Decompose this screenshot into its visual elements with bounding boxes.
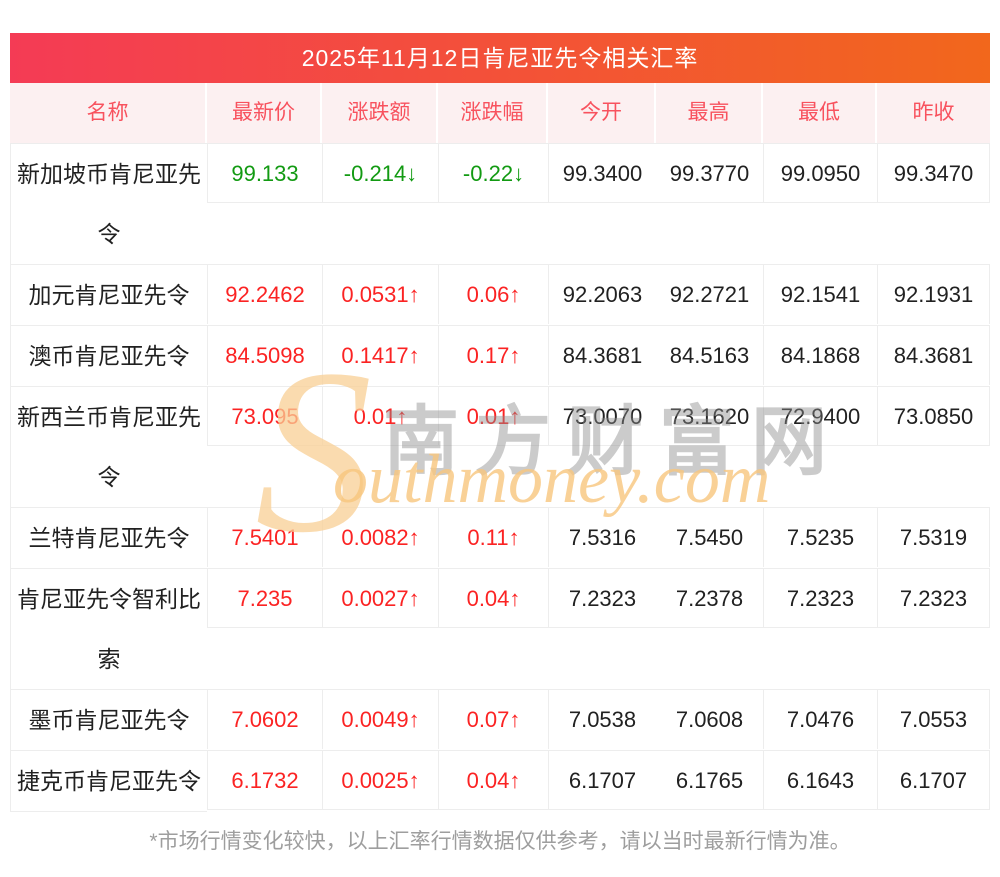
- cell-open: 7.2323: [548, 568, 656, 628]
- currency-pair-name: 捷克币肯尼亚先令: [10, 750, 207, 812]
- table-body: 新加坡币肯尼亚先令 99.133 -0.214↓ -0.22↓ 99.3400 99.37…: [10, 143, 990, 812]
- cell-prev: 7.2323: [877, 568, 990, 628]
- currency-pair-name: 新加坡币肯尼亚先令: [10, 143, 207, 264]
- table-row: 兰特肯尼亚先令 7.5401 0.0082↑ 0.11↑ 7.5316 7.5450 7.5…: [10, 507, 990, 568]
- currency-pair-name: 新西兰币肯尼亚先令: [10, 386, 207, 507]
- table-row: 肯尼亚先令智利比索 7.235 0.0027↑ 0.04↑ 7.2323 7.2378 7.…: [10, 568, 990, 689]
- cell-open: 84.3681: [548, 325, 656, 385]
- cell-high: 7.5450: [656, 507, 763, 567]
- cell-change: -0.214↓: [322, 143, 438, 203]
- cell-prev: 7.0553: [877, 689, 990, 749]
- cell-high: 84.5163: [656, 325, 763, 385]
- page-title: 2025年11月12日肯尼亚先令相关汇率: [10, 33, 990, 83]
- column-header-change: 涨跌额: [322, 83, 438, 143]
- cell-change: 0.0049↑: [322, 689, 438, 749]
- cell-open: 92.2063: [548, 264, 656, 324]
- cell-pct: 0.11↑: [438, 507, 548, 567]
- currency-pair-name: 兰特肯尼亚先令: [10, 507, 207, 568]
- cell-open: 73.0070: [548, 386, 656, 446]
- cell-high: 7.2378: [656, 568, 763, 628]
- cell-prev: 99.3470: [877, 143, 990, 203]
- currency-pair-name: 墨币肯尼亚先令: [10, 689, 207, 750]
- column-header-high: 最高: [656, 83, 763, 143]
- cell-low: 7.0476: [763, 689, 877, 749]
- cell-prev: 84.3681: [877, 325, 990, 385]
- table-row: 墨币肯尼亚先令 7.0602 0.0049↑ 0.07↑ 7.0538 7.0608 7.0…: [10, 689, 990, 750]
- cell-low: 72.9400: [763, 386, 877, 446]
- cell-low: 92.1541: [763, 264, 877, 324]
- cell-high: 7.0608: [656, 689, 763, 749]
- cell-pct: 0.04↑: [438, 750, 548, 810]
- rate-table-card: 2025年11月12日肯尼亚先令相关汇率 名称 最新价 涨跌额 涨跌幅 今开 最…: [10, 33, 990, 812]
- cell-pct: 0.04↑: [438, 568, 548, 628]
- cell-open: 7.5316: [548, 507, 656, 567]
- cell-pct: 0.07↑: [438, 689, 548, 749]
- cell-low: 7.2323: [763, 568, 877, 628]
- cell-latest: 99.133: [207, 143, 322, 203]
- cell-low: 99.0950: [763, 143, 877, 203]
- table-row: 澳币肯尼亚先令 84.5098 0.1417↑ 0.17↑ 84.3681 84.5163…: [10, 325, 990, 386]
- cell-low: 7.5235: [763, 507, 877, 567]
- cell-open: 99.3400: [548, 143, 656, 203]
- cell-change: 0.0025↑: [322, 750, 438, 810]
- cell-high: 99.3770: [656, 143, 763, 203]
- cell-high: 92.2721: [656, 264, 763, 324]
- table-header-row: 名称 最新价 涨跌额 涨跌幅 今开 最高 最低 昨收: [10, 83, 990, 143]
- cell-prev: 7.5319: [877, 507, 990, 567]
- disclaimer-text: *市场行情变化较快，以上汇率行情数据仅供参考，请以当时最新行情为准。: [149, 830, 851, 853]
- cell-latest: 7.235: [207, 568, 322, 628]
- cell-latest: 84.5098: [207, 325, 322, 385]
- cell-open: 6.1707: [548, 750, 656, 810]
- column-header-name: 名称: [10, 83, 207, 143]
- column-header-latest: 最新价: [207, 83, 322, 143]
- table-row: 新加坡币肯尼亚先令 99.133 -0.214↓ -0.22↓ 99.3400 99.37…: [10, 143, 990, 264]
- cell-latest: 6.1732: [207, 750, 322, 810]
- cell-high: 6.1765: [656, 750, 763, 810]
- cell-change: 0.0082↑: [322, 507, 438, 567]
- cell-pct: 0.06↑: [438, 264, 548, 324]
- cell-prev: 92.1931: [877, 264, 990, 324]
- cell-pct: -0.22↓: [438, 143, 548, 203]
- column-header-open: 今开: [548, 83, 656, 143]
- cell-latest: 7.0602: [207, 689, 322, 749]
- cell-change: 0.0531↑: [322, 264, 438, 324]
- cell-prev: 6.1707: [877, 750, 990, 810]
- cell-change: 0.0027↑: [322, 568, 438, 628]
- cell-pct: 0.01↑: [438, 386, 548, 446]
- cell-pct: 0.17↑: [438, 325, 548, 385]
- column-header-low: 最低: [763, 83, 877, 143]
- currency-pair-name: 加元肯尼亚先令: [10, 264, 207, 325]
- table-row: 加元肯尼亚先令 92.2462 0.0531↑ 0.06↑ 92.2063 92.2721…: [10, 264, 990, 325]
- table-row: 捷克币肯尼亚先令 6.1732 0.0025↑ 0.04↑ 6.1707 6.1765 6.…: [10, 750, 990, 812]
- cell-low: 6.1643: [763, 750, 877, 810]
- currency-pair-name: 肯尼亚先令智利比索: [10, 568, 207, 689]
- column-header-prev: 昨收: [877, 83, 990, 143]
- cell-high: 73.1620: [656, 386, 763, 446]
- table-row: 新西兰币肯尼亚先令 73.095 0.01↑ 0.01↑ 73.0070 73.1620 7…: [10, 386, 990, 507]
- currency-pair-name: 澳币肯尼亚先令: [10, 325, 207, 386]
- cell-latest: 7.5401: [207, 507, 322, 567]
- cell-low: 84.1868: [763, 325, 877, 385]
- cell-change: 0.01↑: [322, 386, 438, 446]
- cell-change: 0.1417↑: [322, 325, 438, 385]
- column-header-pct: 涨跌幅: [438, 83, 548, 143]
- cell-prev: 73.0850: [877, 386, 990, 446]
- cell-latest: 92.2462: [207, 264, 322, 324]
- cell-open: 7.0538: [548, 689, 656, 749]
- cell-latest: 73.095: [207, 386, 322, 446]
